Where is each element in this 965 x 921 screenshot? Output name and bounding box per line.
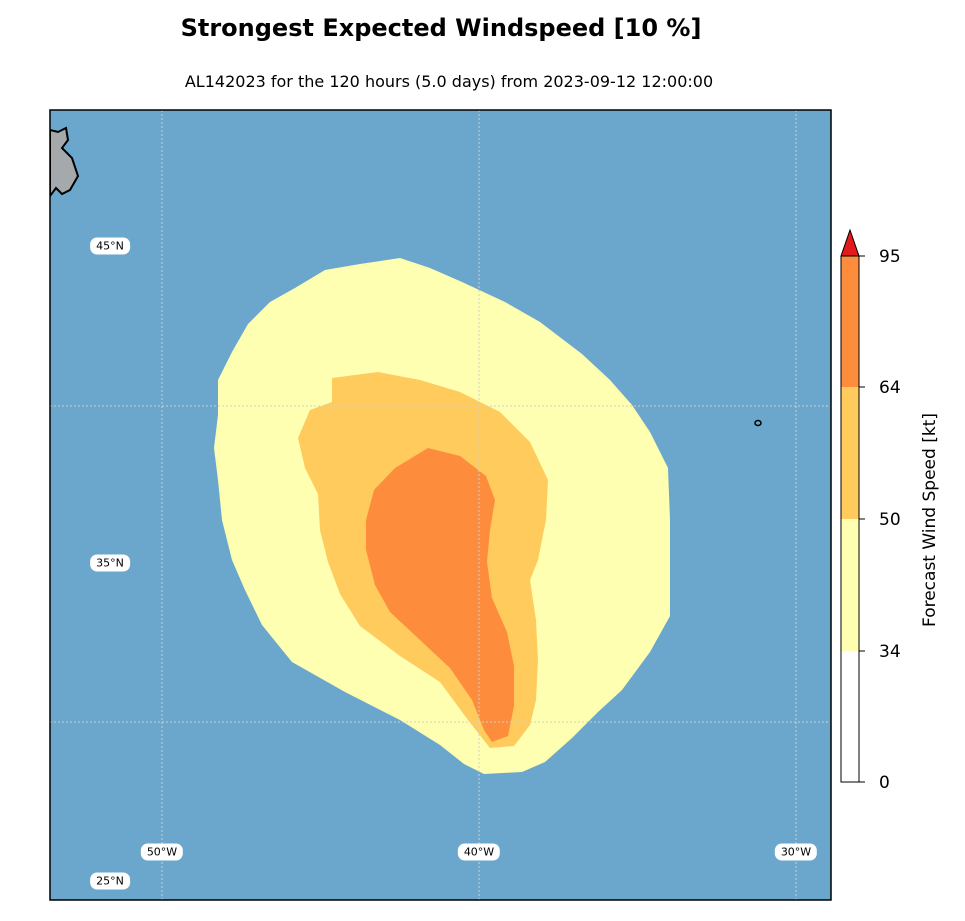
colorbar	[840, 228, 865, 783]
colorbar-label: Forecast Wind Speed [kt]	[920, 413, 940, 627]
chart-title: Strongest Expected Windspeed [10 %]	[180, 14, 702, 42]
colorbar-band-0-34	[841, 651, 859, 782]
colorbar-band-50-64	[841, 387, 859, 519]
lon-label-30w: 30°W	[774, 843, 818, 861]
colorbar-tick-label-50: 50	[879, 510, 901, 530]
lon-label-40w: 40°W	[457, 843, 501, 861]
land-newfoundland	[50, 126, 80, 198]
lon-label-50w: 50°W	[140, 843, 184, 861]
colorbar-band-34-50	[841, 519, 859, 651]
lat-label-45n: 45°N	[90, 237, 130, 255]
lat-label-35n: 35°N	[90, 554, 130, 572]
small-island	[754, 419, 762, 427]
map-frame	[49, 109, 832, 901]
colorbar-tick-label-0: 0	[879, 773, 890, 793]
colorbar-tick-label-95: 95	[879, 247, 901, 267]
wind-region-64kt	[366, 448, 514, 742]
chart-subtitle: AL142023 for the 120 hours (5.0 days) fr…	[184, 72, 714, 91]
colorbar-band-64-95	[841, 256, 859, 387]
lat-label-25n: 25°N	[90, 872, 130, 890]
colorbar-tick-label-64: 64	[879, 378, 901, 398]
colorbar-extend-arrow	[840, 228, 860, 257]
colorbar-tick-label-34: 34	[879, 642, 901, 662]
